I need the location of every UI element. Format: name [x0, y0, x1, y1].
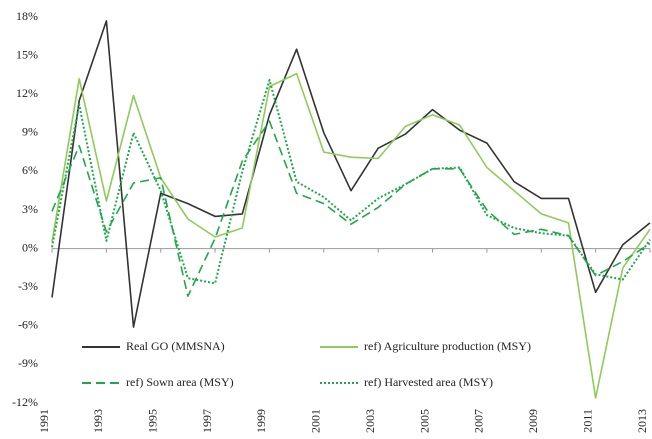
x-tick-label: 2009: [526, 409, 540, 433]
x-tick-label: 2005: [417, 409, 431, 433]
x-tick-label: 2001: [309, 409, 323, 433]
x-tick-label: 2003: [363, 409, 377, 433]
x-tick-label: 1991: [37, 409, 51, 433]
legend-label: Real GO (MMSNA): [126, 339, 225, 353]
series-line: [51, 79, 651, 285]
y-tick-label: 15%: [16, 47, 38, 61]
series-line: [51, 20, 651, 328]
y-tick-label: -3%: [18, 279, 38, 293]
x-tick-label: 2007: [472, 409, 486, 433]
y-tick-label: 6%: [22, 163, 38, 177]
y-tick-label: 3%: [22, 202, 38, 216]
series-line: [51, 72, 651, 399]
y-tick-label: -9%: [18, 356, 38, 370]
x-tick-label: 2013: [635, 409, 649, 433]
series-line: [51, 120, 651, 297]
legend-label: ref) Agriculture production (MSY): [364, 339, 531, 353]
x-tick-label: 1995: [145, 409, 159, 433]
x-tick-label: 2011: [580, 409, 594, 433]
x-tick-label: 1999: [254, 409, 268, 433]
y-tick-label: -12%: [12, 395, 38, 409]
y-tick-label: 18%: [16, 9, 38, 23]
y-tick-label: 0%: [22, 240, 38, 254]
legend: Real GO (MMSNA) ref) Agriculture product…: [82, 339, 531, 389]
x-tick-label: 1997: [200, 409, 214, 433]
y-tick-label: 9%: [22, 125, 38, 139]
legend-label: ref) Harvested area (MSY): [364, 375, 493, 389]
y-tick-label: 12%: [16, 86, 38, 100]
x-tick-label: 1993: [91, 409, 105, 433]
y-tick-label: -6%: [18, 318, 38, 332]
legend-label: ref) Sown area (MSY): [126, 375, 234, 389]
